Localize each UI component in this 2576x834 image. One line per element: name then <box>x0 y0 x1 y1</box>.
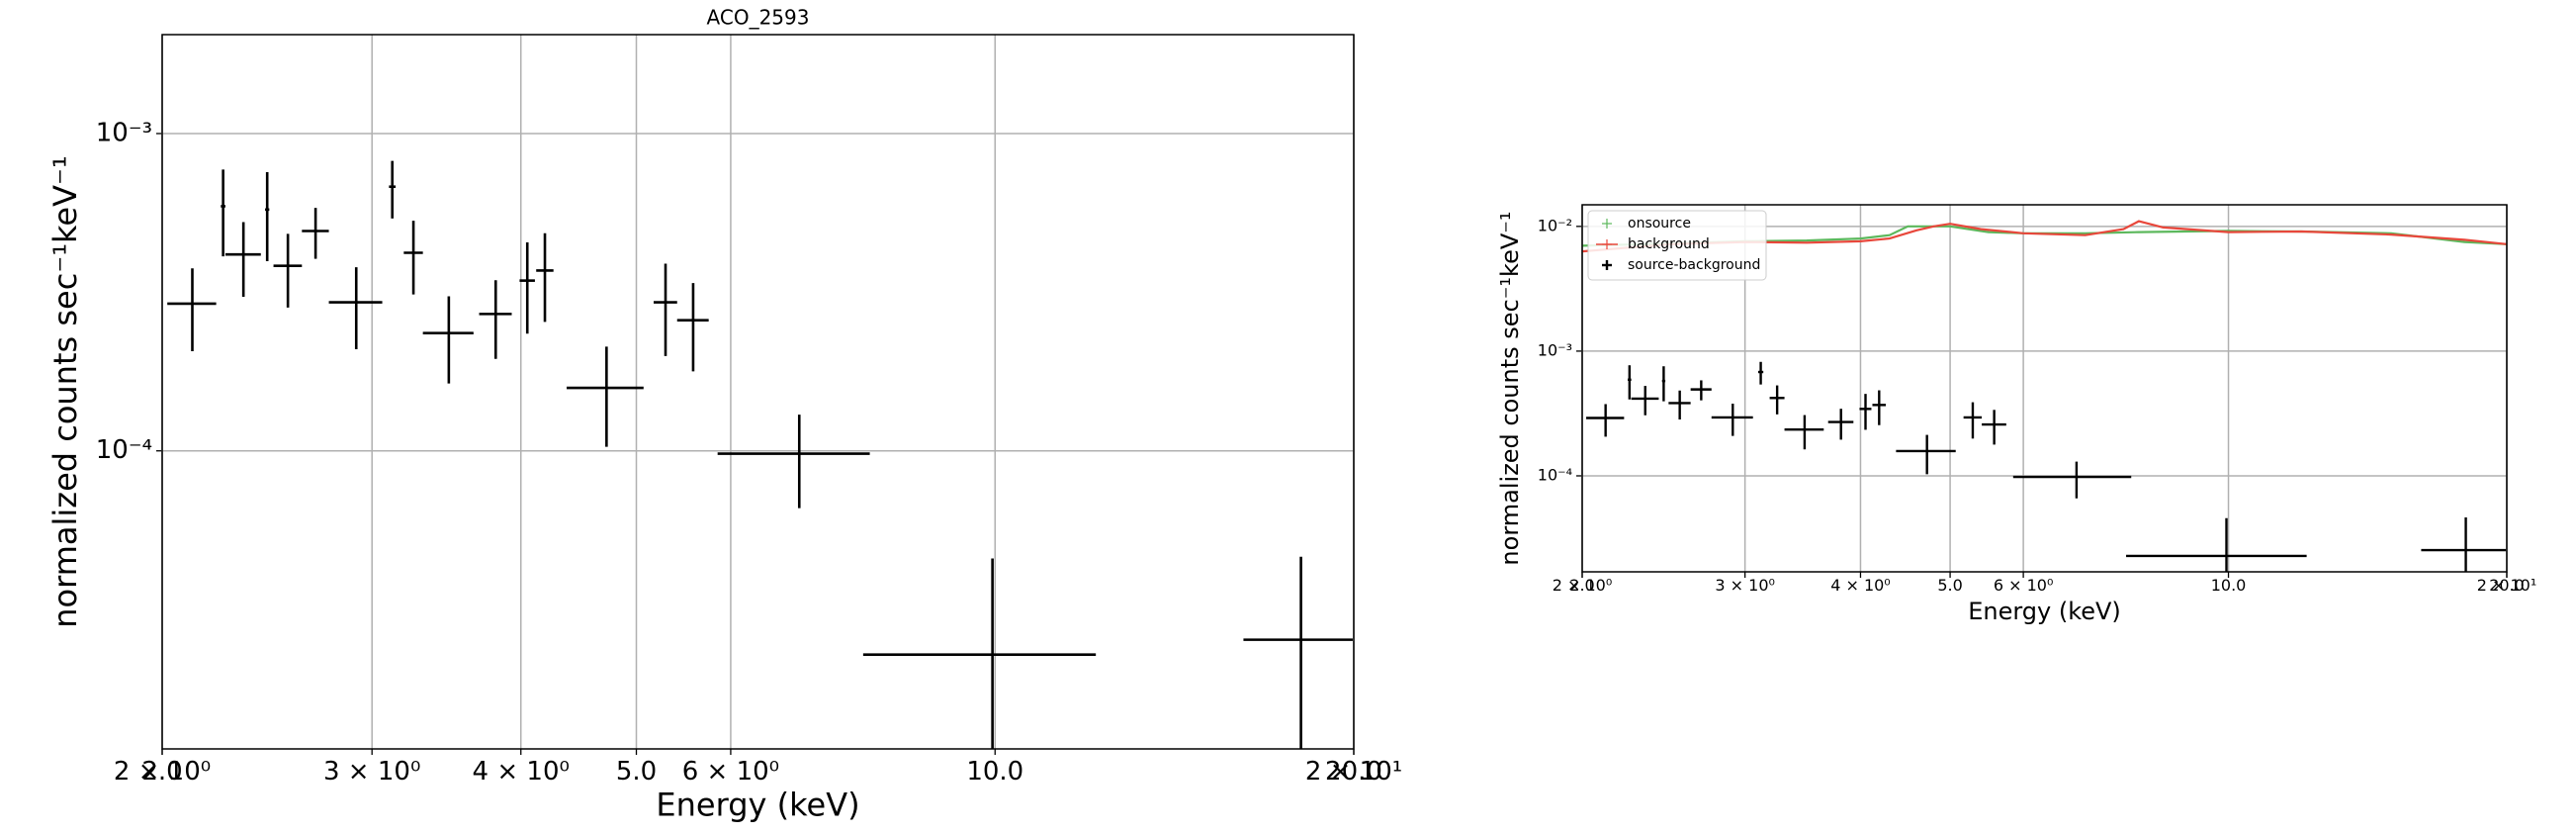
x-tick-label: 2 × 10⁰ <box>114 757 211 787</box>
x-axis-label: Energy (keV) <box>656 787 859 824</box>
x-tick-label: 5.0 <box>1937 576 1962 595</box>
x-tick-label: 2 × 10⁰ <box>1553 576 1613 595</box>
y-tick-label: 10⁻⁴ <box>1538 465 1572 484</box>
y-tick-label: 10⁻³ <box>96 118 152 147</box>
plot-area <box>167 160 1353 749</box>
chart: 10⁻² 10⁻³ 10⁻⁴ 2 × 10⁰ 3 × 10⁰ 4 × 10⁰ 6 × 10⁰… <box>1496 204 2537 625</box>
x-tick-label: 10.0 <box>966 757 1023 787</box>
chart-title: ACO_2593 <box>707 6 810 30</box>
x-tick-label: 2.0 <box>1569 576 1594 595</box>
x-tick-label: 10.0 <box>2211 576 2247 595</box>
x-axis-label: Energy (keV) <box>1968 598 2121 625</box>
x-tick-label: 4 × 10⁰ <box>1830 576 1891 595</box>
y-tick-label: 10⁻³ <box>1538 340 1572 359</box>
y-tick-label: 10⁻² <box>1538 216 1572 234</box>
legend-label: source-background <box>1628 257 1760 273</box>
plot-area <box>1582 220 2507 572</box>
x-tick-label: 2.0 <box>141 757 182 787</box>
x-tick-label: 2 × 10¹ <box>1305 757 1402 787</box>
legend-label: onsource <box>1628 216 1691 232</box>
legend-box <box>1587 210 1767 281</box>
chart: 10⁻³ 10⁻⁴ 2 × 10⁰ 3 × 10⁰ 4 × 10⁰ 6 × 10⁰ 2 × … <box>46 6 1402 824</box>
axes-frame <box>161 34 1355 750</box>
legend: onsource background source-background <box>1587 210 1767 281</box>
x-tick-label: 3 × 10⁰ <box>1715 576 1775 595</box>
x-tick-label: 2 × 10¹ <box>2477 576 2537 595</box>
axes-frame <box>1581 204 2508 573</box>
y-tick-label: 10⁻⁴ <box>96 435 152 465</box>
y-axis-label: normalized counts sec⁻¹keV⁻¹ <box>46 155 84 627</box>
x-tick-label: 20.0 <box>2489 576 2525 595</box>
series-line <box>1582 220 2507 253</box>
x-tick-label: 6 × 10⁰ <box>682 757 779 787</box>
x-tick-label: 4 × 10⁰ <box>473 757 570 787</box>
x-tick-label: 3 × 10⁰ <box>323 757 420 787</box>
y-axis-label: normalized counts sec⁻¹keV⁻¹ <box>1496 211 1524 565</box>
x-tick-label: 6 × 10⁰ <box>1994 576 2054 595</box>
legend-label: background <box>1628 236 1710 252</box>
x-tick-label: 20.0 <box>1325 757 1382 787</box>
x-tick-label: 5.0 <box>616 757 657 787</box>
